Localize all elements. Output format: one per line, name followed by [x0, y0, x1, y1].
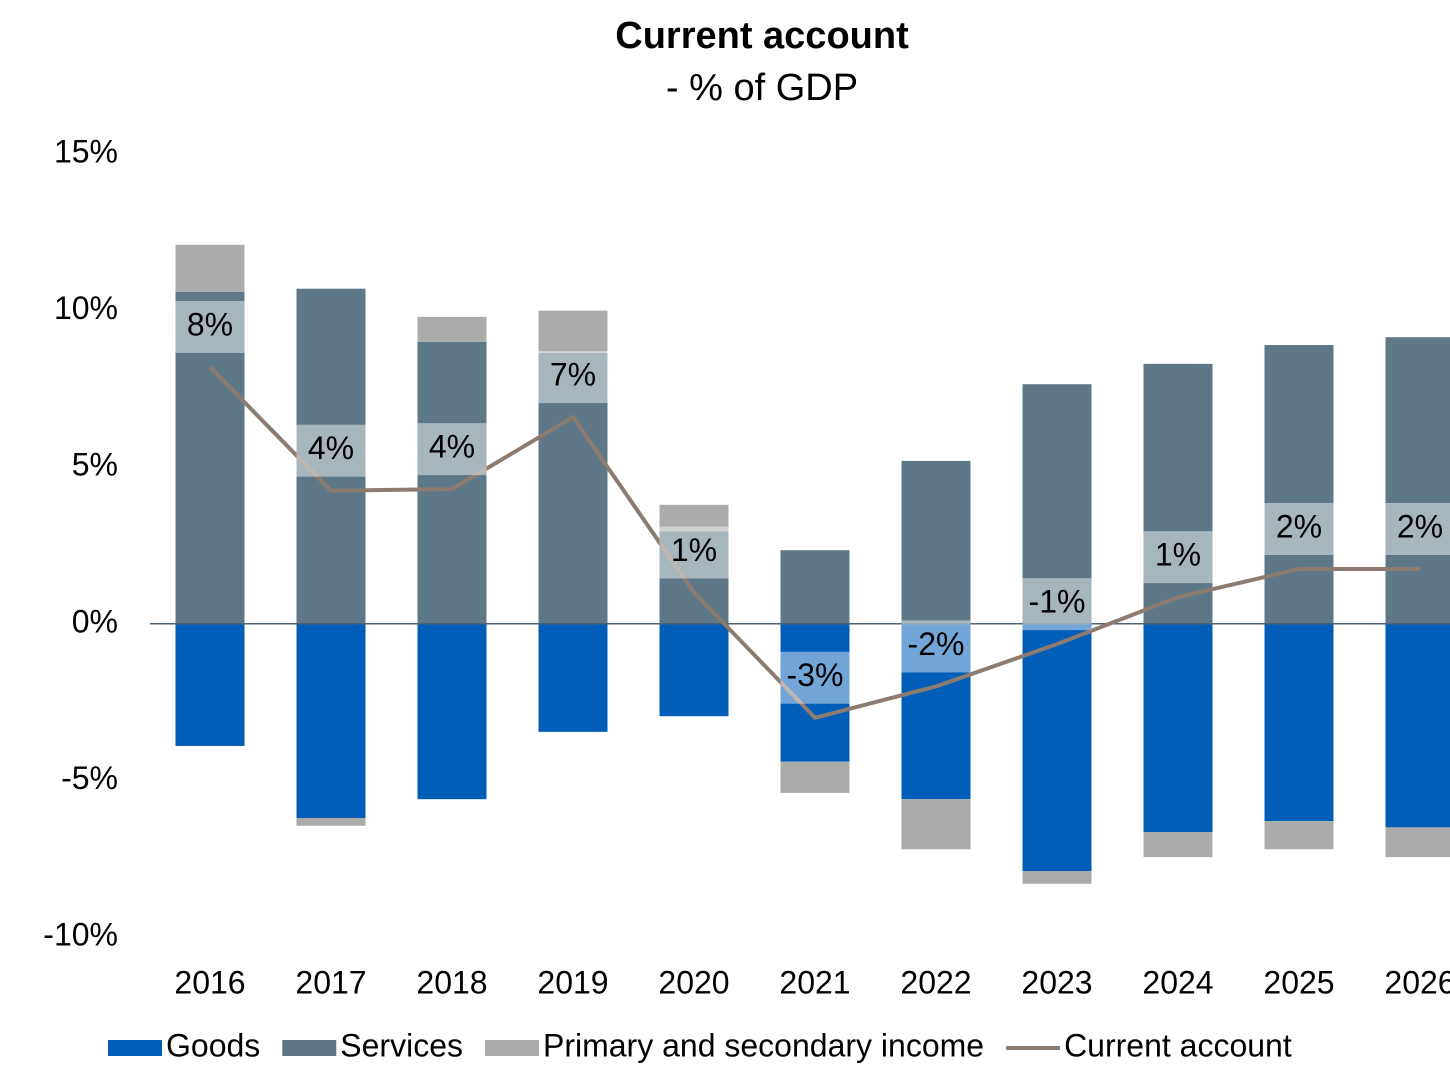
bar-segment	[175, 244, 245, 292]
bar-segment	[538, 310, 608, 353]
bar-segment	[901, 623, 971, 800]
bar-segment	[780, 761, 850, 793]
data-label: -3%	[787, 657, 844, 693]
data-label-box	[780, 651, 850, 704]
y-tick-label: 15%	[54, 133, 118, 169]
bar-segment	[901, 799, 971, 850]
data-label: 1%	[1155, 537, 1201, 573]
bar-segment	[1264, 345, 1334, 624]
legend-label: Services	[340, 1027, 463, 1063]
data-label-box	[175, 300, 245, 353]
bar-segment	[659, 623, 729, 717]
data-label: 2%	[1397, 508, 1443, 544]
bar-segment	[901, 460, 971, 624]
bar-segment	[417, 316, 487, 342]
data-label-box	[1022, 578, 1092, 631]
x-tick-label: 2024	[1142, 964, 1213, 1000]
data-label: 2%	[1276, 508, 1322, 544]
x-tick-label: 2021	[779, 964, 850, 1000]
x-tick-label: 2018	[416, 964, 487, 1000]
bar-segment	[1022, 384, 1092, 624]
bar-segment	[296, 288, 366, 624]
x-tick-label: 2025	[1263, 964, 1334, 1000]
data-label: 4%	[429, 429, 475, 465]
x-tick-label: 2019	[537, 964, 608, 1000]
data-label-box	[659, 526, 729, 579]
data-label-box	[417, 423, 487, 476]
data-label: -2%	[908, 626, 965, 662]
data-label: 8%	[187, 306, 233, 342]
line-series	[208, 365, 1420, 720]
bar-segment	[1264, 821, 1334, 850]
x-tick-label: 2020	[658, 964, 729, 1000]
bar-segment	[175, 623, 245, 746]
bar-segment	[538, 352, 608, 624]
bar-segment	[1022, 623, 1092, 872]
data-label: 4%	[308, 430, 354, 466]
bar-segment	[659, 531, 729, 624]
bar-segment	[1264, 623, 1334, 822]
x-tick-label: 2022	[900, 964, 971, 1000]
y-tick-label: -5%	[61, 760, 118, 796]
bar-segment	[1385, 827, 1450, 858]
bar-segment	[538, 623, 608, 732]
data-label-box	[1264, 502, 1334, 555]
x-tick-label: 2017	[295, 964, 366, 1000]
legend-swatch	[108, 1040, 162, 1056]
bar-segment	[659, 504, 729, 532]
y-tick-label: 0%	[72, 603, 118, 639]
bar-segment	[1385, 337, 1450, 624]
x-tick-label: 2016	[174, 964, 245, 1000]
bar-segment	[1143, 363, 1213, 624]
data-label-box	[538, 351, 608, 404]
x-tick-label: 2023	[1021, 964, 1092, 1000]
data-label-box	[1385, 502, 1450, 555]
bar-segment	[1022, 871, 1092, 884]
bar-segment	[417, 623, 487, 800]
data-label: 7%	[550, 357, 596, 393]
x-tick-label: 2026	[1384, 964, 1450, 1000]
legend-label: Current account	[1064, 1027, 1292, 1063]
legend-label: Primary and secondary income	[543, 1027, 984, 1063]
chart-subtitle: - % of GDP	[666, 67, 858, 109]
bar-segment	[296, 623, 366, 818]
data-label-box	[1143, 531, 1213, 584]
data-label-box	[296, 424, 366, 477]
legend-swatch	[484, 1040, 539, 1056]
legend-swatch	[282, 1040, 337, 1056]
data-label: 1%	[671, 532, 717, 568]
data-label: -1%	[1029, 584, 1086, 620]
bar-segment	[1143, 623, 1213, 833]
bar-segment	[1143, 832, 1213, 858]
bar-segment	[175, 291, 245, 624]
y-tick-label: 10%	[54, 290, 118, 326]
y-tick-label: 5%	[72, 447, 118, 483]
bar-segment	[780, 550, 850, 624]
y-tick-label: -10%	[43, 916, 118, 952]
bar-segment	[296, 817, 366, 826]
data-label-box	[901, 620, 971, 673]
bar-segment	[417, 341, 487, 624]
chart-title: Current account	[615, 15, 909, 57]
bar-segment	[1385, 623, 1450, 828]
legend-label: Goods	[166, 1027, 260, 1063]
